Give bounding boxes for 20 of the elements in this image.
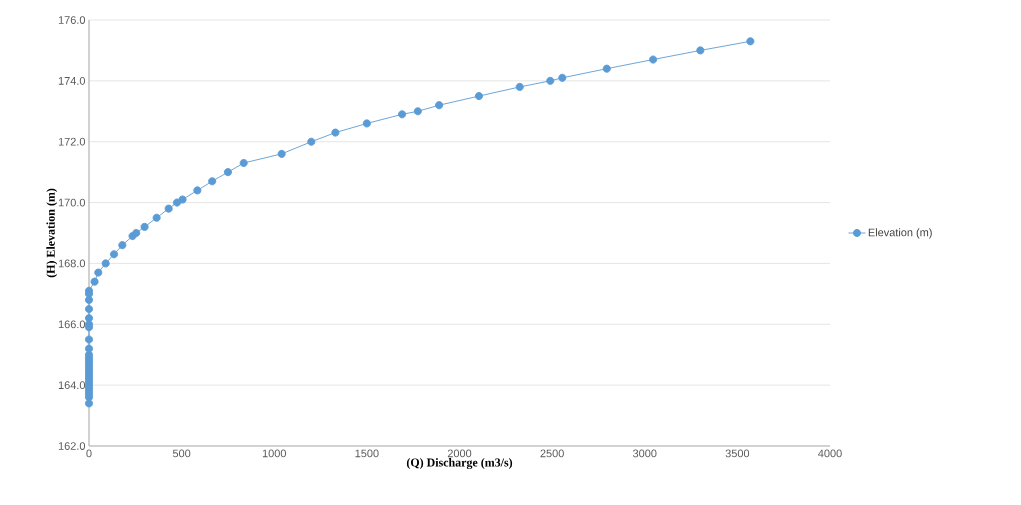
y-tick-label: 162.0 xyxy=(58,442,86,450)
x-tick-label: 3500 xyxy=(725,449,750,458)
x-tick-label: 3000 xyxy=(632,449,657,458)
y-tick-label: 172.0 xyxy=(58,137,86,146)
x-axis-title: (Q) Discharge (m3/s) xyxy=(406,458,513,470)
y-tick-label: 168.0 xyxy=(58,259,86,268)
y-tick-label: 170.0 xyxy=(58,198,86,207)
y-tick-label: 174.0 xyxy=(58,76,86,85)
y-tick-label: 164.0 xyxy=(58,381,86,390)
y-tick-label: 176.0 xyxy=(58,16,86,24)
x-tick-label: 1500 xyxy=(355,449,379,458)
y-axis-title: (H) Elevation (m) xyxy=(46,188,58,278)
x-tick-label: 2500 xyxy=(540,449,564,458)
x-tick-label: 0 xyxy=(86,449,92,458)
x-tick-label: 2000 xyxy=(447,449,472,458)
y-tick-label: 166.0 xyxy=(58,320,86,329)
x-tick-label: 1000 xyxy=(262,449,286,458)
x-tick-label: 4000 xyxy=(818,449,842,458)
legend-label: Elevation (m) xyxy=(868,228,932,239)
x-tick-label: 500 xyxy=(172,449,191,458)
